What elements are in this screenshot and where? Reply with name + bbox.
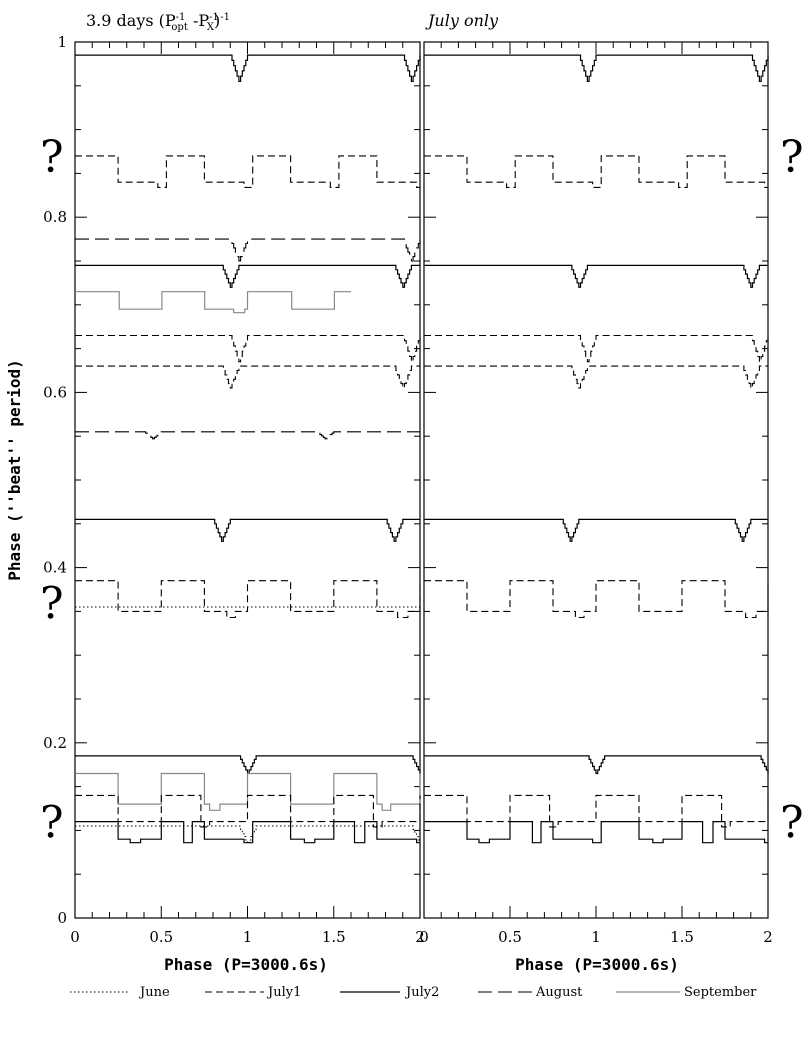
right-trace-july1: [424, 580, 769, 619]
left-trace-july1: [75, 794, 421, 828]
y-tick-label: 0.6: [43, 383, 67, 401]
left-trace-june: [75, 825, 421, 844]
legend-label-july1: July1: [266, 985, 301, 1000]
question-mark-right: ?: [780, 798, 804, 849]
y-tick-label: 0: [57, 909, 67, 927]
right-trace-july1: [424, 334, 769, 363]
right-x-tick-label: 0: [419, 928, 429, 946]
left-trace-july2: [75, 755, 421, 775]
left-trace-july1: [75, 155, 420, 188]
left-trace-july2: [75, 821, 420, 844]
right-x-tick-label: 1: [591, 928, 601, 946]
right-trace-july2: [424, 264, 768, 288]
left-title-sup1: -1: [176, 12, 186, 23]
right-trace-july1: [424, 365, 768, 389]
legend-label-july2: July2: [404, 985, 439, 1000]
left-trace-august: [75, 431, 420, 440]
left-x-tick-label: 0.5: [149, 928, 173, 946]
right-panel-title: July only: [425, 11, 499, 30]
left-x-tick-label: 2: [415, 928, 425, 946]
right-x-tick-label: 0.5: [498, 928, 522, 946]
left-title-sup2: -1: [209, 12, 219, 23]
left-title-prefix: 3.9 days (P: [86, 11, 176, 30]
left-x-tick-label: 1: [243, 928, 253, 946]
left-trace-july1: [75, 365, 420, 389]
question-marks: ?????: [40, 132, 804, 849]
right-x-tick-label: 1.5: [670, 928, 694, 946]
legend-label-august: August: [535, 985, 583, 1000]
right-trace-july2: [424, 54, 769, 82]
y-axis-title: Phase (''beat'' period): [5, 359, 24, 581]
question-mark-right: ?: [780, 132, 804, 183]
right-trace-july1: [424, 794, 769, 828]
y-tick-label: 1: [57, 33, 67, 51]
left-trace-july1: [75, 334, 421, 363]
left-trace-august: [75, 238, 421, 262]
y-tick-label: 0.2: [43, 734, 67, 752]
left-title-sup3: -1: [220, 12, 230, 23]
x-axis-title-left: Phase (P=3000.6s): [164, 955, 328, 974]
left-x-tick-label: 1.5: [322, 928, 346, 946]
right-trace-july2: [424, 821, 768, 844]
left-trace-july2: [75, 54, 421, 82]
left-panel: 0 0.5 1 1.5 2 0 0.2 0.4 0.6 0.8 1: [43, 33, 425, 946]
left-title-mid: -P: [188, 11, 209, 30]
left-trace-september: [75, 291, 351, 314]
left-trace-july2: [75, 264, 420, 288]
left-title-sub1: opt: [171, 22, 187, 33]
x-axis-title-right: Phase (P=3000.6s): [515, 955, 679, 974]
left-trace-september: [75, 772, 421, 811]
question-mark-left: ?: [40, 132, 64, 183]
right-frame: [423, 41, 769, 919]
right-panel: 0 0.5 1 1.5 2: [419, 41, 773, 946]
right-trace-july2: [424, 518, 768, 542]
legend-label-june: June: [138, 985, 170, 1000]
y-tick-label: 0.8: [43, 208, 67, 226]
question-mark-left: ?: [40, 798, 64, 849]
left-title-suffix: ): [214, 11, 220, 30]
left-title-sub2: X: [207, 22, 215, 33]
right-x-tick-label: 2: [763, 928, 773, 946]
legend-label-september: September: [684, 985, 757, 1000]
right-trace-july1: [424, 155, 768, 188]
left-trace-july2: [75, 518, 420, 542]
left-panel-title: 3.9 days (P-1 opt -P-1 X)-1: [86, 11, 230, 33]
right-trace-july2: [424, 755, 769, 775]
legend: June July1 July2 August September: [70, 985, 757, 1000]
question-mark-left: ?: [40, 579, 64, 630]
left-trace-july1: [75, 580, 421, 619]
y-tick-label: 0.4: [43, 559, 67, 577]
left-x-tick-label: 0: [70, 928, 80, 946]
